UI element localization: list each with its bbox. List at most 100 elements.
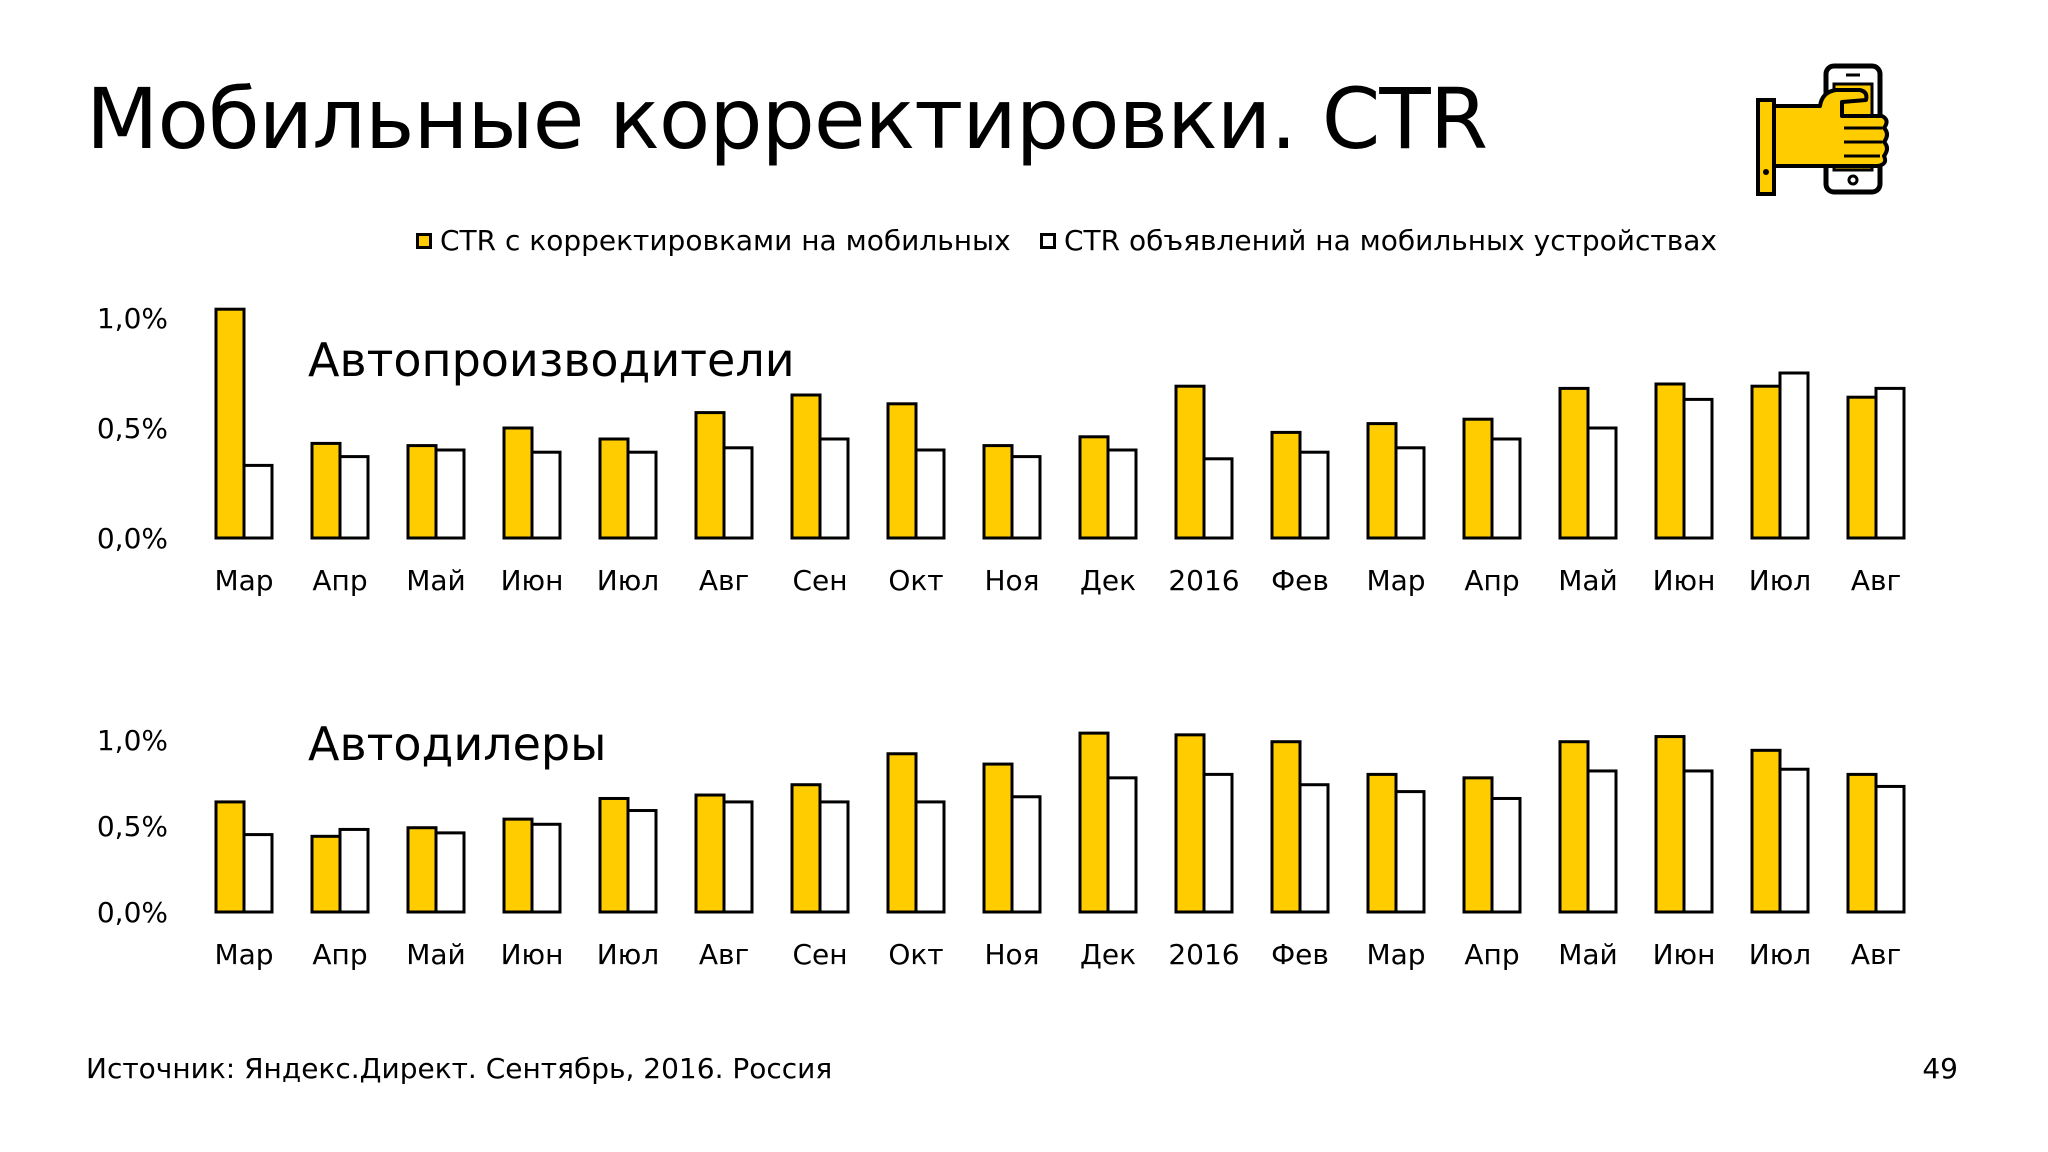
bar-mobile-ads — [1490, 796, 1522, 914]
x-tick-label: Май — [1558, 938, 1618, 971]
x-tick-label: Апр — [1464, 938, 1519, 971]
bar-mobile-ads — [1490, 437, 1522, 540]
bar-mobile-ads — [1586, 426, 1618, 540]
x-tick-label: Июл — [1749, 938, 1811, 971]
x-tick-label: Мар — [214, 938, 273, 971]
x-tick-label: Дек — [1080, 938, 1136, 971]
legend-swatch-yellow — [416, 232, 432, 249]
x-tick-label: Июл — [597, 938, 659, 971]
bar-with-adjustments — [1270, 740, 1302, 914]
bar-mobile-ads — [818, 437, 850, 540]
legend-item-mobile-ads: CTR объявлений на мобильных устройствах — [1040, 224, 1717, 257]
bar-with-adjustments — [214, 307, 246, 540]
bar-with-adjustments — [1078, 435, 1110, 540]
bar-with-adjustments — [1750, 748, 1782, 914]
x-tick-label: Окт — [888, 564, 943, 597]
x-tick-label: Май — [406, 938, 466, 971]
legend-label-mobile-ads: CTR объявлений на мобильных устройствах — [1064, 224, 1717, 257]
bar-with-adjustments — [1174, 384, 1206, 540]
bar-mobile-ads — [1010, 455, 1042, 540]
y-tick-label: 0,5% — [97, 810, 168, 843]
bar-with-adjustments — [886, 752, 918, 914]
y-tick-label: 1,0% — [97, 724, 168, 757]
bar-mobile-ads — [338, 827, 370, 914]
x-tick-label: Авг — [1851, 564, 1901, 597]
x-tick-label: Мар — [1366, 938, 1425, 971]
bar-with-adjustments — [982, 444, 1014, 540]
x-tick-label: Июн — [501, 938, 564, 971]
bar-with-adjustments — [1846, 772, 1878, 914]
slide-title: Мобильные корректировки. CTR — [86, 70, 1488, 168]
bar-with-adjustments — [1654, 382, 1686, 540]
bar-mobile-ads — [1202, 457, 1234, 540]
bar-mobile-ads — [1298, 783, 1330, 914]
chart-legend: CTR с корректировками на мобильных CTR о… — [0, 224, 2048, 264]
x-tick-label: Июн — [1653, 564, 1716, 597]
bar-mobile-ads — [1778, 371, 1810, 540]
chart-dealers: Автодилеры 1,0% 0,5% 0,0% Мар Апр Май Июн Июл Авг… — [0, 710, 2048, 980]
bar-with-adjustments — [1270, 430, 1302, 540]
bar-mobile-ads — [818, 800, 850, 914]
x-tick-label: Июн — [501, 564, 564, 597]
bar-mobile-ads — [434, 831, 466, 914]
legend-item-with-adjustments: CTR с корректировками на мобильных — [416, 224, 1011, 257]
x-tick-label: Фев — [1271, 938, 1329, 971]
bar-mobile-ads — [1778, 767, 1810, 914]
bar-with-adjustments — [310, 441, 342, 540]
x-tick-label: Апр — [1464, 564, 1519, 597]
hand-holding-phone-icon — [1750, 62, 1900, 206]
bar-mobile-ads — [530, 822, 562, 914]
page-number: 49 — [1922, 1052, 1958, 1085]
bar-with-adjustments — [886, 402, 918, 540]
bar-mobile-ads — [1682, 769, 1714, 914]
bar-with-adjustments — [310, 834, 342, 914]
x-tick-label: Май — [406, 564, 466, 597]
bar-mobile-ads — [1586, 769, 1618, 914]
bar-with-adjustments — [214, 800, 246, 914]
bar-mobile-ads — [1682, 397, 1714, 540]
x-tick-label: Июл — [597, 564, 659, 597]
x-tick-label: Мар — [214, 564, 273, 597]
x-tick-label: Окт — [888, 938, 943, 971]
x-tick-label: 2016 — [1168, 938, 1239, 971]
bar-mobile-ads — [914, 800, 946, 914]
bar-with-adjustments — [1366, 772, 1398, 914]
x-tick-label: Авг — [699, 564, 749, 597]
bar-mobile-ads — [1874, 784, 1906, 914]
x-tick-label: Фев — [1271, 564, 1329, 597]
x-tick-label: 2016 — [1168, 564, 1239, 597]
bar-with-adjustments — [1462, 417, 1494, 540]
bar-mobile-ads — [914, 448, 946, 540]
bar-mobile-ads — [626, 809, 658, 914]
bar-with-adjustments — [1558, 386, 1590, 540]
x-tick-label: Ноя — [984, 938, 1039, 971]
bar-mobile-ads — [338, 455, 370, 540]
y-tick-label: 0,0% — [97, 896, 168, 929]
bar-mobile-ads — [1106, 776, 1138, 914]
x-tick-label: Июн — [1653, 938, 1716, 971]
bar-with-adjustments — [790, 393, 822, 540]
chart-automakers: Автопроизводители 1,0% 0,5% 0,0% Мар Апр Май Ию… — [0, 300, 2048, 630]
chart-title: Автопроизводители — [308, 333, 795, 387]
bar-mobile-ads — [1394, 790, 1426, 914]
legend-swatch-white — [1040, 232, 1056, 249]
x-tick-label: Сен — [792, 938, 847, 971]
chart-title: Автодилеры — [308, 717, 606, 771]
bar-mobile-ads — [1874, 386, 1906, 540]
x-tick-label: Авг — [1851, 938, 1901, 971]
bar-with-adjustments — [1078, 731, 1110, 914]
bar-with-adjustments — [406, 826, 438, 914]
bar-with-adjustments — [1750, 384, 1782, 540]
x-tick-label: Дек — [1080, 564, 1136, 597]
bar-with-adjustments — [598, 796, 630, 914]
bar-with-adjustments — [406, 444, 438, 540]
bar-mobile-ads — [434, 448, 466, 540]
x-tick-label: Май — [1558, 564, 1618, 597]
bar-mobile-ads — [1298, 450, 1330, 540]
bar-with-adjustments — [1558, 740, 1590, 914]
x-tick-label: Апр — [312, 564, 367, 597]
chart-automakers-svg: Автопроизводители 1,0% 0,5% 0,0% Мар Апр Май Ию… — [97, 302, 1906, 597]
bar-with-adjustments — [598, 437, 630, 540]
bar-mobile-ads — [242, 463, 274, 540]
bar-with-adjustments — [694, 411, 726, 540]
